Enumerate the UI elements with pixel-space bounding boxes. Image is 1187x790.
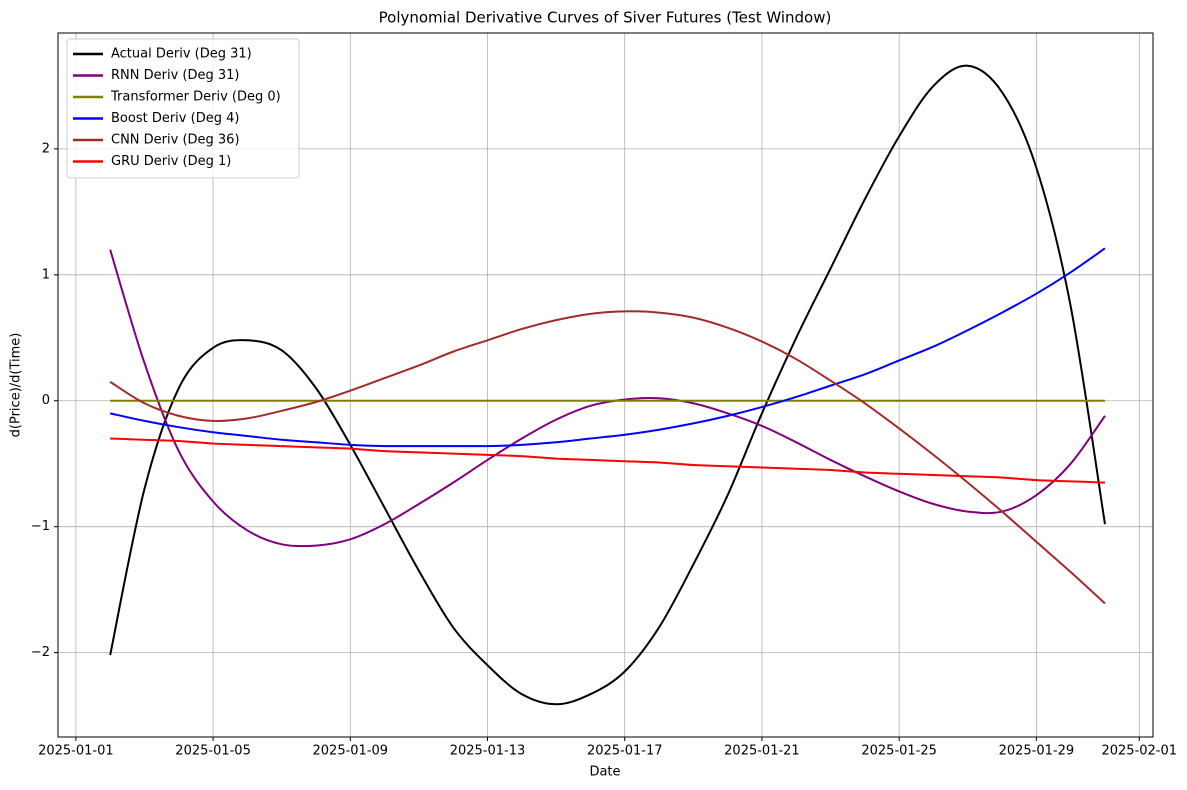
- legend-label: RNN Deriv (Deg 31): [111, 68, 239, 83]
- legend: Actual Deriv (Deg 31) RNN Deriv (Deg 31) T…: [66, 38, 300, 179]
- y-tick-label: −2: [31, 645, 50, 660]
- legend-label: Transformer Deriv (Deg 0): [110, 90, 281, 105]
- x-tick-label: 2025-01-09: [313, 744, 389, 759]
- line: [110, 437, 1106, 484]
- x-tick-label: 2025-01-21: [724, 744, 800, 759]
- legend-label: GRU Deriv (Deg 1): [111, 154, 231, 169]
- legend-label: Actual Deriv (Deg 31): [111, 47, 252, 62]
- chart-title: Polynomial Derivative Curves of Siver Fu…: [379, 9, 832, 27]
- line: [109, 64, 1106, 706]
- x-tick-label: 2025-01-01: [38, 744, 114, 759]
- plot-frame: [57, 32, 1154, 738]
- y-tick-label: 0: [42, 393, 50, 408]
- x-tick-label: 2025-01-13: [450, 744, 526, 759]
- legend-box: [66, 38, 300, 179]
- legend-label: CNN Deriv (Deg 36): [111, 133, 240, 148]
- x-tick-label: 2025-01-25: [861, 744, 937, 759]
- line: [109, 247, 1106, 448]
- x-tick-label: 2025-01-17: [587, 744, 663, 759]
- legend-label: Boost Deriv (Deg 4): [111, 111, 239, 126]
- y-tick-label: 2: [42, 141, 50, 156]
- y-tick-label: 1: [42, 267, 50, 282]
- x-tick-label: 2025-01-05: [175, 744, 251, 759]
- x-tick-label: 2025-01-29: [999, 744, 1075, 759]
- x-tick-label: 2025-02-01: [1101, 744, 1177, 759]
- y-axis-label: d(Price)/d(Time): [9, 333, 24, 438]
- line: [109, 310, 1106, 605]
- y-tick-label: −1: [31, 519, 50, 534]
- x-axis-label: Date: [589, 765, 620, 780]
- line: [109, 249, 1106, 548]
